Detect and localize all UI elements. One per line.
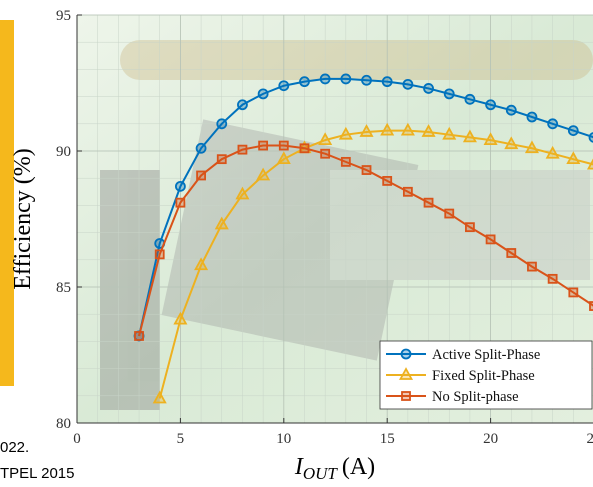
marker [341,74,350,83]
marker [527,113,536,122]
marker [238,100,247,109]
y-axis-label: Efficiency (%) [10,148,36,289]
marker [197,144,206,153]
x-label-unit: (A) [342,454,375,480]
marker [383,77,392,86]
x-tick-label: 0 [73,431,81,447]
x-axis-label: IOUT(A) [294,454,375,482]
marker [590,133,593,142]
marker [403,80,412,89]
marker [487,235,495,243]
marker [465,95,474,104]
marker [402,350,411,359]
marker [300,77,309,86]
marker [156,250,164,258]
marker [548,119,557,128]
marker [404,188,412,196]
marker [445,210,453,218]
marker [507,249,515,257]
x-tick-label: 5 [177,431,185,447]
marker [135,332,143,340]
marker [280,142,288,150]
marker [383,177,391,185]
marker [402,392,410,400]
marker [300,144,308,152]
marker [279,81,288,90]
marker [342,158,350,166]
marker [321,74,330,83]
y-tick-label: 90 [56,144,71,160]
x-tick-label: 10 [276,431,291,447]
marker [445,89,454,98]
marker [569,126,578,135]
marker [549,275,557,283]
marker [507,106,516,115]
x-label-sub: OUT [303,464,339,482]
y-tick-label: 80 [56,416,71,432]
legend-label: Fixed Split-Phase [432,368,535,384]
marker [238,146,246,154]
marker [466,223,474,231]
marker [218,155,226,163]
marker [197,171,205,179]
legend-label: No Split-phase [432,389,519,405]
marker [486,100,495,109]
marker [528,263,536,271]
marker [321,150,329,158]
y-tick-label: 95 [56,8,71,24]
marker [569,288,577,296]
marker [363,166,371,174]
legend-label: Active Split-Phase [432,347,540,363]
y-tick-label: 85 [56,280,71,296]
x-tick-label: 15 [380,431,395,447]
side-note: 022. [0,439,29,456]
marker [259,142,267,150]
marker [259,89,268,98]
marker [217,119,226,128]
marker [176,199,184,207]
x-tick-label: 20 [483,431,498,447]
x-tick-label: 25 [587,431,593,447]
marker [176,182,185,191]
marker [362,76,371,85]
legend: Active Split-Phase Fixed Split-Phase No Sp… [380,341,592,409]
marker [425,199,433,207]
side-note: TPEL 2015 [0,465,75,482]
marker [424,84,433,93]
